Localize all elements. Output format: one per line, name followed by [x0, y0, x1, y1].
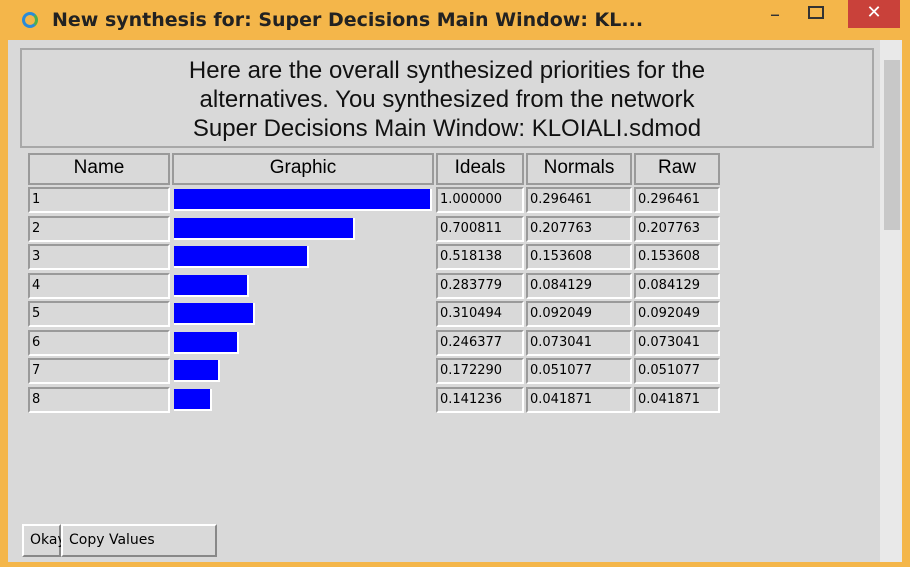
- column-header: Graphic: [172, 153, 434, 185]
- cell-ideals: 0.283779: [436, 273, 524, 299]
- cell-normals: 0.041871: [526, 387, 632, 413]
- scroll-thumb[interactable]: [884, 60, 900, 230]
- cell-normals: 0.073041: [526, 330, 632, 356]
- column-header: Normals: [526, 153, 632, 185]
- priority-bar: [174, 275, 249, 297]
- cell-normals: 0.051077: [526, 358, 632, 384]
- message-line: alternatives. You synthesized from the n…: [22, 85, 872, 114]
- cell-name: 5: [28, 301, 170, 327]
- maximize-button[interactable]: [808, 6, 824, 19]
- cell-name: 6: [28, 330, 170, 356]
- cell-normals: 0.207763: [526, 216, 632, 242]
- cell-ideals: 0.518138: [436, 244, 524, 270]
- column-header: Ideals: [436, 153, 524, 185]
- title-bar: New synthesis for: Super Decisions Main …: [0, 0, 910, 40]
- cell-raw: 0.073041: [634, 330, 720, 356]
- priority-bar: [174, 389, 212, 411]
- priority-bar: [174, 332, 239, 354]
- cell-raw: 0.153608: [634, 244, 720, 270]
- minimize-button[interactable]: –: [760, 2, 790, 26]
- cell-name: 8: [28, 387, 170, 413]
- cell-name: 4: [28, 273, 170, 299]
- cell-raw: 0.051077: [634, 358, 720, 384]
- cell-name: 3: [28, 244, 170, 270]
- column-header: Name: [28, 153, 170, 185]
- cell-ideals: 0.141236: [436, 387, 524, 413]
- cell-ideals: 0.700811: [436, 216, 524, 242]
- cell-ideals: 1.000000: [436, 187, 524, 213]
- priority-bar: [174, 246, 309, 268]
- priority-bar: [174, 189, 432, 211]
- message-line: Here are the overall synthesized priorit…: [22, 56, 872, 85]
- cell-normals: 0.153608: [526, 244, 632, 270]
- client-area: Here are the overall synthesized priorit…: [8, 40, 902, 562]
- cell-raw: 0.084129: [634, 273, 720, 299]
- priority-bar: [174, 360, 220, 382]
- cell-raw: 0.041871: [634, 387, 720, 413]
- cell-normals: 0.084129: [526, 273, 632, 299]
- cell-name: 7: [28, 358, 170, 384]
- cell-raw: 0.296461: [634, 187, 720, 213]
- close-button[interactable]: ✕: [848, 0, 900, 28]
- app-icon: [22, 12, 38, 28]
- column-header: Raw: [634, 153, 720, 185]
- button[interactable]: Okay: [22, 524, 61, 557]
- button[interactable]: Copy Values: [61, 524, 217, 557]
- message-panel: Here are the overall synthesized priorit…: [20, 48, 874, 148]
- cell-name: 2: [28, 216, 170, 242]
- message-line: Super Decisions Main Window: KLOIALI.sdm…: [22, 114, 872, 143]
- cell-name: 1: [28, 187, 170, 213]
- cell-normals: 0.296461: [526, 187, 632, 213]
- priority-bar: [174, 303, 255, 325]
- window: New synthesis for: Super Decisions Main …: [0, 0, 910, 567]
- priority-bar: [174, 218, 355, 240]
- window-title: New synthesis for: Super Decisions Main …: [52, 9, 643, 31]
- cell-ideals: 0.172290: [436, 358, 524, 384]
- cell-normals: 0.092049: [526, 301, 632, 327]
- cell-ideals: 0.246377: [436, 330, 524, 356]
- cell-raw: 0.092049: [634, 301, 720, 327]
- cell-raw: 0.207763: [634, 216, 720, 242]
- cell-ideals: 0.310494: [436, 301, 524, 327]
